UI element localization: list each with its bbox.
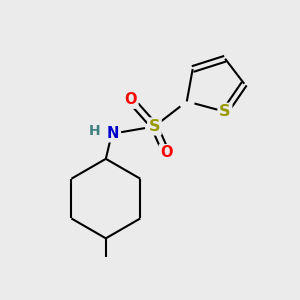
Text: N: N xyxy=(107,126,119,141)
Text: S: S xyxy=(149,119,160,134)
Text: O: O xyxy=(160,146,172,160)
Text: H: H xyxy=(89,124,100,138)
Text: O: O xyxy=(124,92,137,107)
Text: S: S xyxy=(219,104,231,119)
